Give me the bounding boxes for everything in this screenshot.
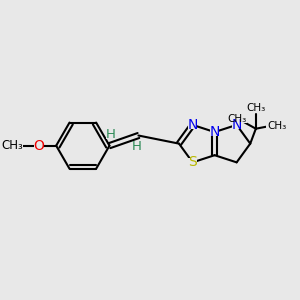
FancyBboxPatch shape bbox=[226, 114, 248, 123]
FancyBboxPatch shape bbox=[210, 128, 219, 136]
FancyBboxPatch shape bbox=[266, 122, 287, 130]
FancyBboxPatch shape bbox=[188, 158, 197, 167]
Text: N: N bbox=[188, 118, 198, 132]
Text: N: N bbox=[232, 118, 242, 132]
FancyBboxPatch shape bbox=[2, 141, 22, 150]
Text: S: S bbox=[188, 155, 197, 170]
FancyBboxPatch shape bbox=[188, 121, 197, 129]
FancyBboxPatch shape bbox=[245, 104, 266, 113]
Text: N: N bbox=[209, 125, 220, 139]
Text: H: H bbox=[106, 128, 116, 141]
Text: CH₃: CH₃ bbox=[1, 139, 23, 152]
FancyBboxPatch shape bbox=[232, 121, 241, 129]
Text: O: O bbox=[33, 139, 44, 153]
FancyBboxPatch shape bbox=[34, 141, 43, 150]
Text: H: H bbox=[132, 140, 142, 153]
FancyBboxPatch shape bbox=[132, 142, 142, 151]
Text: CH₃: CH₃ bbox=[227, 114, 247, 124]
Text: CH₃: CH₃ bbox=[267, 121, 286, 131]
Text: CH₃: CH₃ bbox=[246, 103, 266, 113]
FancyBboxPatch shape bbox=[106, 130, 116, 139]
